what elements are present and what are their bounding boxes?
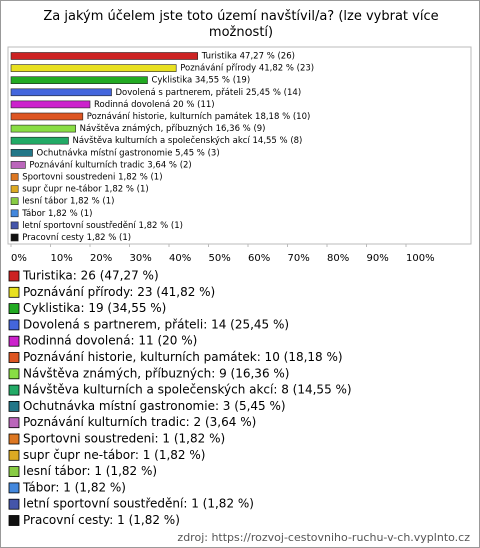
legend-label: Poznávání kulturních tradic: 2 (3,64 %) — [23, 415, 256, 429]
bar — [10, 149, 33, 157]
legend-swatch — [8, 384, 20, 396]
legend-swatch — [8, 433, 20, 445]
x-tick-label: 70% — [288, 253, 310, 264]
x-tick-label: 60% — [248, 253, 270, 264]
legend-swatch — [8, 303, 20, 315]
legend-label: Poznávání přírody: 23 (41,82 %) — [23, 285, 215, 299]
bar-label: Cyklistika 34,55 % (19) — [151, 76, 250, 86]
bar — [10, 185, 19, 193]
legend-label: Návštěva kulturních a společenských akcí… — [23, 383, 352, 397]
bar — [10, 197, 19, 205]
bar — [10, 52, 199, 60]
bar-label: Dovolená s partnerem, přáteli 25,45 % (1… — [116, 88, 302, 98]
bar — [10, 233, 19, 242]
legend-label: supr čupr ne-tábor: 1 (1,82 %) — [23, 448, 205, 462]
legend-label: Dovolená s partnerem, přáteli: 14 (25,45… — [23, 317, 289, 331]
source: zdroj: https://rozvoj-cestovniho-ruchu-v… — [177, 531, 470, 544]
x-tick-label: 50% — [209, 253, 231, 264]
bar-label: Návštěva kulturních a společenských akcí… — [72, 135, 302, 146]
bar — [10, 209, 19, 218]
legend-swatch — [8, 417, 20, 429]
legend-swatch — [8, 449, 20, 461]
bar — [10, 100, 91, 109]
legend-label: Poznávání historie, kulturních památek: … — [23, 350, 343, 364]
bar-label: Návštěva známých, příbuzných 16,36 % (9) — [80, 123, 266, 134]
bar-label: Poznávání historie, kulturních památek 1… — [87, 112, 311, 122]
legend-label: Ochutnávka místní gastronomie: 3 (5,45 %… — [23, 399, 286, 413]
legend-swatch — [8, 368, 20, 380]
bar — [10, 173, 19, 181]
legend-label: Turistika: 26 (47,27 %) — [22, 269, 159, 283]
legend-swatch — [8, 482, 20, 494]
legend-swatch — [8, 498, 20, 510]
legend-swatch — [8, 515, 20, 526]
bar — [10, 124, 76, 133]
bar-label: supr čupr ne-tábor 1,82 % (1) — [22, 184, 149, 195]
x-tick-label: 20% — [90, 253, 112, 264]
x-tick-label: 40% — [169, 253, 191, 264]
legend-label: lesní tábor: 1 (1,82 %) — [23, 464, 157, 478]
bar-label: Tábor 1,82 % (1) — [21, 209, 92, 219]
bar — [10, 136, 69, 145]
legend-swatch — [8, 466, 20, 478]
bar-label: letní sportovní soustředění 1,82 % (1) — [22, 221, 183, 231]
x-tick-label: 100% — [406, 253, 435, 264]
bar-label: Pracovní cesty 1,82 % (1) — [22, 233, 131, 243]
legend-label: Tábor: 1 (1,82 %) — [22, 480, 126, 494]
bar-label: Rodinná dovolená 20 % (11) — [94, 100, 215, 110]
legend-swatch — [8, 319, 20, 331]
x-tick-label: 90% — [367, 253, 389, 264]
legend-label: Pracovní cesty: 1 (1,82 %) — [23, 513, 180, 527]
legend-label: letní sportovní soustředění: 1 (1,82 %) — [23, 497, 254, 511]
legend-label: Sportovni soustredeni: 1 (1,82 %) — [23, 432, 225, 446]
bar-label: Poznávání kulturních tradic 3,64 % (2) — [29, 160, 191, 170]
bar — [10, 161, 26, 169]
legend-label: Návštěva známých, příbuzných: 9 (16,36 %… — [23, 366, 289, 380]
bar — [10, 64, 177, 72]
bar-label: Ochutnávka místní gastronomie 5,45 % (3) — [37, 148, 220, 158]
x-tick-label: 10% — [51, 253, 73, 264]
bar-label: Sportovni soustredeni 1,82 % (1) — [22, 173, 162, 183]
bar — [10, 88, 112, 97]
legend-swatch — [8, 270, 20, 282]
x-tick-label: 80% — [327, 253, 349, 264]
x-tick-label: 0% — [11, 253, 27, 264]
legend-swatch — [8, 286, 20, 298]
bar-label: Turistika 47,27 % (26) — [201, 52, 295, 62]
bar — [10, 76, 148, 84]
chart-title: Za jakým účelem jste toto území navštívi… — [43, 9, 439, 40]
x-tick-label: 30% — [130, 253, 152, 264]
bar-label: lesní tábor 1,82 % (1) — [22, 197, 114, 207]
bar-label: Poznávání přírody 41,82 % (23) — [180, 64, 314, 74]
legend-swatch — [8, 335, 20, 347]
legend-swatch — [8, 352, 20, 363]
bar — [10, 221, 19, 230]
legend-label: Cyklistika: 19 (34,55 %) — [23, 301, 166, 315]
bar — [10, 112, 84, 121]
legend-swatch — [8, 400, 20, 412]
legend-label: Rodinná dovolená: 11 (20 %) — [23, 334, 197, 348]
